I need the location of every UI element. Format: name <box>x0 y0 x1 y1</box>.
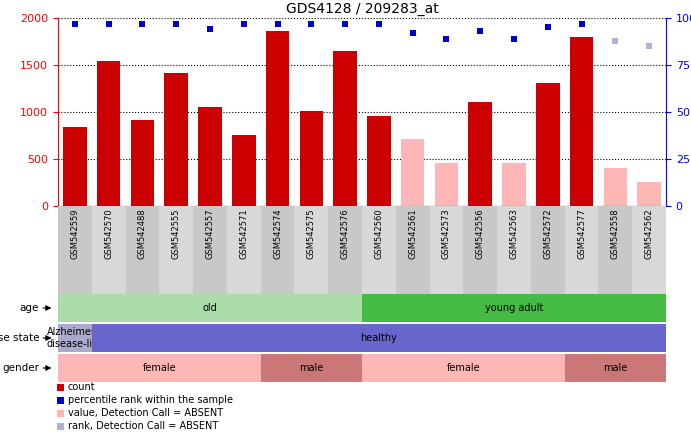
Text: percentile rank within the sample: percentile rank within the sample <box>68 395 233 405</box>
Text: GSM542555: GSM542555 <box>172 209 181 259</box>
FancyBboxPatch shape <box>464 206 497 294</box>
FancyBboxPatch shape <box>92 206 126 294</box>
Bar <box>57 409 64 416</box>
Point <box>238 20 249 27</box>
Point <box>609 37 621 44</box>
Text: GSM542577: GSM542577 <box>577 209 586 259</box>
Bar <box>536 83 560 206</box>
Title: GDS4128 / 209283_at: GDS4128 / 209283_at <box>285 2 438 16</box>
Text: gender: gender <box>2 363 39 373</box>
FancyBboxPatch shape <box>565 206 598 294</box>
Bar <box>198 107 222 206</box>
Bar <box>232 135 256 206</box>
Bar <box>57 423 64 429</box>
Text: GSM542576: GSM542576 <box>341 209 350 259</box>
Text: GSM542557: GSM542557 <box>205 209 214 259</box>
FancyBboxPatch shape <box>497 206 531 294</box>
FancyBboxPatch shape <box>193 206 227 294</box>
Text: GSM542573: GSM542573 <box>442 209 451 259</box>
Bar <box>299 111 323 206</box>
Text: male: male <box>299 363 323 373</box>
Point <box>509 35 520 42</box>
Text: GSM542575: GSM542575 <box>307 209 316 259</box>
Point <box>171 20 182 27</box>
Text: healthy: healthy <box>361 333 397 343</box>
Text: value, Detection Call = ABSENT: value, Detection Call = ABSENT <box>68 408 223 418</box>
FancyBboxPatch shape <box>598 206 632 294</box>
Point <box>339 20 350 27</box>
Bar <box>468 102 492 206</box>
Text: young adult: young adult <box>485 303 543 313</box>
Text: GSM542558: GSM542558 <box>611 209 620 259</box>
Bar <box>57 396 64 404</box>
Bar <box>603 168 627 206</box>
FancyBboxPatch shape <box>294 206 328 294</box>
Text: GSM542571: GSM542571 <box>239 209 248 259</box>
FancyBboxPatch shape <box>531 206 565 294</box>
FancyBboxPatch shape <box>261 206 294 294</box>
Point <box>306 20 317 27</box>
FancyBboxPatch shape <box>58 206 92 294</box>
Text: GSM542560: GSM542560 <box>375 209 384 259</box>
Text: GSM542570: GSM542570 <box>104 209 113 259</box>
Bar <box>502 163 526 206</box>
Point <box>576 20 587 27</box>
Text: Alzheimer's
disease-like: Alzheimer's disease-like <box>46 327 104 349</box>
Point <box>137 20 148 27</box>
FancyBboxPatch shape <box>632 206 666 294</box>
Text: disease state: disease state <box>0 333 39 343</box>
Text: GSM542574: GSM542574 <box>273 209 282 259</box>
Bar <box>333 51 357 206</box>
Text: old: old <box>202 303 218 313</box>
Bar <box>131 119 154 206</box>
Bar <box>164 73 188 206</box>
Text: female: female <box>142 363 176 373</box>
Text: GSM542556: GSM542556 <box>475 209 484 259</box>
Point <box>441 35 452 42</box>
Point <box>272 20 283 27</box>
Point <box>205 26 216 33</box>
Bar <box>435 163 458 206</box>
FancyBboxPatch shape <box>396 206 430 294</box>
Bar <box>401 139 424 206</box>
FancyBboxPatch shape <box>430 206 464 294</box>
FancyBboxPatch shape <box>126 206 160 294</box>
FancyBboxPatch shape <box>160 206 193 294</box>
Text: female: female <box>446 363 480 373</box>
Text: GSM542561: GSM542561 <box>408 209 417 259</box>
Bar <box>57 384 64 391</box>
Point <box>103 20 114 27</box>
Text: rank, Detection Call = ABSENT: rank, Detection Call = ABSENT <box>68 421 218 431</box>
Point <box>407 29 418 36</box>
Point <box>475 28 486 35</box>
Bar <box>63 127 86 206</box>
Bar <box>367 116 390 206</box>
Text: GSM542559: GSM542559 <box>70 209 79 259</box>
Point <box>542 24 553 31</box>
Point <box>643 43 654 50</box>
Text: count: count <box>68 382 95 392</box>
Text: GSM542563: GSM542563 <box>509 209 518 259</box>
Point <box>373 20 384 27</box>
Text: age: age <box>20 303 39 313</box>
FancyBboxPatch shape <box>227 206 261 294</box>
Bar <box>570 37 594 206</box>
Text: GSM542488: GSM542488 <box>138 209 147 259</box>
Bar <box>637 182 661 206</box>
FancyBboxPatch shape <box>328 206 362 294</box>
Point <box>69 20 80 27</box>
Text: GSM542562: GSM542562 <box>645 209 654 259</box>
FancyBboxPatch shape <box>362 206 396 294</box>
Text: male: male <box>603 363 627 373</box>
Text: GSM542572: GSM542572 <box>543 209 552 259</box>
Bar <box>266 31 290 206</box>
Bar <box>97 61 120 206</box>
